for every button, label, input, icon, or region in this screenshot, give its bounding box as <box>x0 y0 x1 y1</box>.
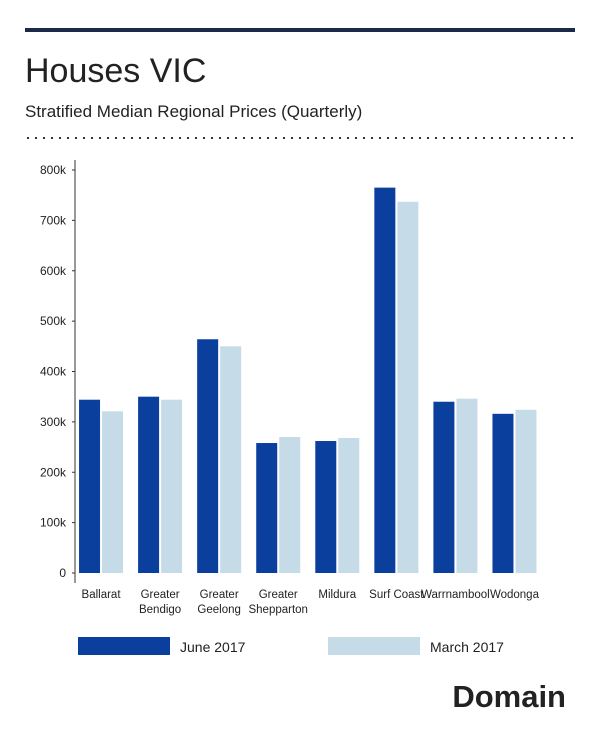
y-tick-label: 600k <box>40 264 67 278</box>
brand-logo: Domain <box>452 679 566 714</box>
bar <box>138 396 160 573</box>
x-tick-label: Warrnambool <box>421 589 490 601</box>
bar <box>197 339 219 573</box>
top-rule <box>25 28 575 32</box>
x-tick-label: Greater Bendigo <box>139 589 181 616</box>
bar <box>220 346 242 573</box>
legend-swatch <box>78 637 170 655</box>
x-tick-label: Greater Geelong <box>197 589 240 616</box>
y-tick-label: 400k <box>40 365 67 379</box>
bar <box>456 398 478 573</box>
x-tick-label: Mildura <box>318 589 356 601</box>
legend-label: June 2017 <box>180 639 246 655</box>
bar <box>315 441 337 573</box>
bar <box>79 399 101 573</box>
bar <box>279 436 301 573</box>
bar <box>161 399 183 573</box>
legend-label: March 2017 <box>430 639 504 655</box>
y-tick-label: 800k <box>40 163 67 177</box>
x-tick-label: Surf Coast <box>369 589 424 601</box>
y-tick-label: 0 <box>59 566 66 580</box>
x-tick-label: Greater Shepparton <box>248 589 307 616</box>
bar <box>338 437 360 573</box>
bar <box>515 409 537 573</box>
y-tick-label: 500k <box>40 314 67 328</box>
bar <box>256 443 278 573</box>
x-tick-label: Ballarat <box>82 589 122 601</box>
bar <box>102 411 124 573</box>
chart-subtitle: Stratified Median Regional Prices (Quart… <box>25 102 362 121</box>
bar <box>397 201 419 573</box>
y-tick-label: 300k <box>40 415 67 429</box>
x-tick-label: Wodonga <box>490 589 540 601</box>
bar <box>433 401 455 573</box>
y-tick-label: 100k <box>40 516 67 530</box>
y-tick-label: 700k <box>40 213 67 227</box>
legend-swatch <box>328 637 420 655</box>
chart-title: Houses VIC <box>25 52 206 90</box>
y-tick-label: 200k <box>40 465 67 479</box>
bar <box>374 187 396 573</box>
bar <box>492 413 514 573</box>
